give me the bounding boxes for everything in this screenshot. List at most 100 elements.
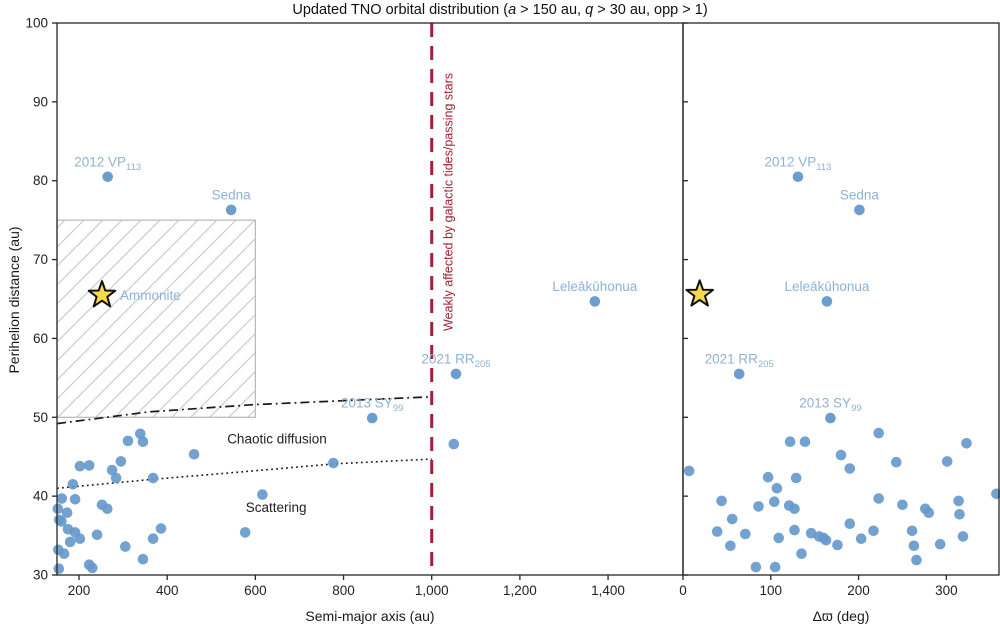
x-tick-label: 400 (156, 583, 179, 598)
figure-title: Updated TNO orbital distribution (a > 15… (0, 2, 1000, 18)
title-part: Updated TNO orbital distribution ( (292, 2, 509, 18)
x-axis-label-semimajor: Semi-major axis (au) (305, 608, 435, 624)
ammonite-region-box (56, 219, 256, 418)
named-data-point (825, 412, 836, 424)
x-tick-label: 300 (935, 583, 958, 598)
data-point (106, 464, 118, 476)
ammonite-star-marker (685, 279, 714, 307)
object-label: 2021 RR205 (705, 351, 774, 370)
data-point (769, 561, 781, 573)
data-point (110, 472, 122, 484)
data-point (789, 524, 800, 536)
object-label: Leleākūhonua (785, 279, 870, 294)
data-point (844, 518, 856, 529)
data-point (855, 533, 867, 544)
panel-frame-right (682, 22, 1000, 576)
object-label: Sedna (212, 187, 252, 202)
y-tick-label: 100 (25, 16, 48, 31)
data-point (769, 496, 780, 508)
object-label: 2012 VP113 (74, 154, 141, 173)
x-tick-label: 100 (760, 583, 783, 598)
data-point (69, 494, 81, 505)
object-label: 2012 VP113 (765, 154, 832, 173)
y-tick-label: 40 (33, 489, 48, 504)
data-point (934, 538, 946, 550)
data-point (954, 509, 965, 520)
object-label: Leleākūhonua (552, 279, 637, 294)
data-point (83, 460, 95, 471)
data-point (923, 507, 935, 518)
chaotic-diffusion-boundary (56, 395, 432, 425)
data-point (762, 471, 774, 483)
data-point (328, 457, 339, 469)
scattering-boundary (56, 458, 432, 490)
data-point (941, 456, 953, 467)
data-point (58, 548, 70, 559)
data-point (908, 540, 920, 552)
data-point (147, 472, 159, 484)
data-point (799, 436, 811, 448)
y-tick-label: 90 (33, 94, 48, 109)
x-tick-label: 1,200 (503, 583, 537, 598)
data-point (115, 456, 127, 467)
data-point (832, 539, 843, 551)
data-point (137, 436, 149, 448)
data-point (257, 489, 268, 500)
data-point (844, 463, 856, 474)
x-tick-label: 1,400 (591, 583, 625, 598)
data-point (771, 483, 783, 494)
x-tick-label: 200 (847, 583, 870, 598)
data-point (74, 533, 86, 544)
data-point (991, 488, 1000, 500)
named-data-point (733, 368, 745, 380)
data-point (835, 449, 847, 461)
data-point (740, 528, 751, 540)
data-point (67, 479, 79, 490)
data-point (120, 541, 131, 552)
x-tick-label: 1,000 (415, 583, 449, 598)
data-point (102, 503, 113, 515)
y-tick-label: 60 (33, 331, 48, 346)
data-point (897, 499, 908, 511)
data-point (711, 526, 723, 537)
y-tick-label: 80 (33, 173, 48, 188)
data-point (726, 513, 738, 525)
data-point (56, 493, 68, 504)
title-part: > 150 au, (516, 2, 586, 18)
data-point (753, 501, 764, 512)
named-data-point (102, 171, 113, 183)
data-point (868, 525, 879, 537)
data-point (87, 562, 98, 574)
data-point (683, 465, 695, 477)
data-point (820, 535, 832, 546)
data-point (188, 449, 200, 460)
data-point (953, 495, 964, 507)
data-point (448, 438, 460, 450)
dynamics-annotation: Chaotic diffusion (227, 431, 327, 446)
named-data-point (821, 296, 833, 307)
title-italic-part: a (508, 2, 517, 18)
x-tick-label: 0 (679, 583, 687, 598)
data-point (873, 493, 884, 504)
y-tick-label: 30 (33, 568, 48, 583)
y-axis-label: Perihelion distance (au) (6, 226, 22, 374)
title-part: > 30 au, opp > 1) (593, 2, 708, 18)
data-point (911, 554, 922, 566)
x-tick-label: 600 (244, 583, 267, 598)
y-tick-label: 50 (33, 410, 48, 425)
named-data-point (450, 368, 462, 380)
object-label: 2013 SY99 (341, 396, 403, 415)
object-label: Sedna (840, 187, 880, 202)
data-point (796, 548, 807, 559)
data-point (122, 435, 134, 447)
object-label: 2021 RR205 (421, 351, 490, 370)
data-point (239, 527, 251, 538)
title-italic-part: q (585, 2, 594, 18)
data-point (56, 516, 67, 527)
data-point (91, 529, 103, 541)
data-point (64, 536, 76, 548)
dynamics-annotation: Scattering (246, 500, 307, 515)
named-data-point (225, 204, 237, 216)
data-point (725, 540, 736, 552)
